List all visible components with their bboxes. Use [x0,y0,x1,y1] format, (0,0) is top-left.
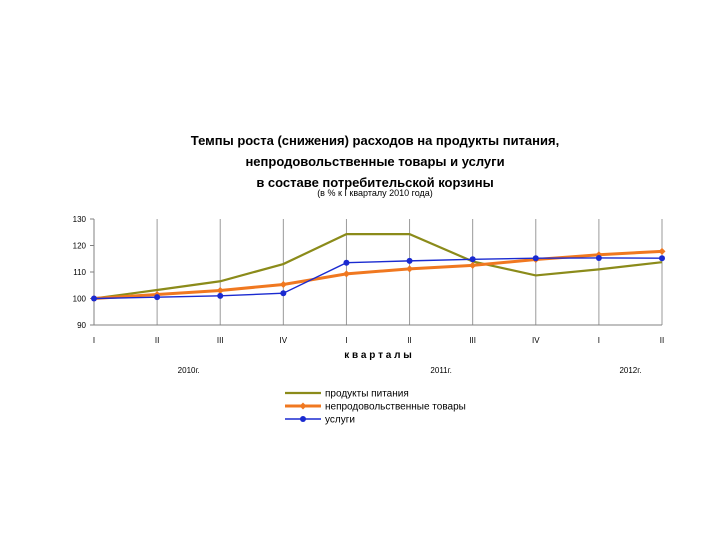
x-tick-label: III [217,336,224,345]
x-tick-label: I [598,336,600,345]
legend-label: продукты питания [325,389,409,400]
x-tick-label: I [345,336,347,345]
series-line [93,249,663,300]
legend-label: услуги [325,415,355,426]
x-tick-label: III [469,336,476,345]
data-point [216,287,224,295]
data-point [154,294,161,301]
x-axis-label: к в а р т а л ы [344,350,412,361]
data-point [343,259,350,266]
chart-title: Темпы роста (снижения) расходов на проду… [120,130,630,193]
data-point [406,257,413,264]
data-point [658,247,666,255]
data-point [280,290,287,297]
chart-subtitle: (в % к I кварталу 2010 года) [317,188,433,198]
data-point [469,261,477,269]
data-point [91,295,97,302]
year-label: 2010г. [178,366,200,375]
x-tick-label: II [660,336,664,345]
data-point [532,255,539,262]
y-tick-label: 100 [73,295,87,304]
chart-title-line: непродовольственные товары и услуги [245,154,505,169]
data-point [659,255,665,262]
data-point [217,292,224,299]
y-tick-label: 120 [73,242,87,251]
legend-marker [299,402,307,410]
year-label: 2011г. [430,366,451,375]
x-tick-label: II [407,336,411,345]
x-tick-label: II [155,336,159,345]
year-label: 2012г. [619,366,641,375]
x-tick-label: IV [532,336,540,345]
series-line [93,257,663,300]
legend-marker [300,416,306,422]
y-tick-label: 90 [77,321,86,330]
chart-title-line: в составе потребительской корзины [256,175,494,190]
data-point [469,256,476,263]
x-tick-label: I [93,336,95,345]
chart-title-line: Темпы роста (снижения) расходов на проду… [190,133,560,148]
data-point [342,270,350,278]
data-point [279,280,287,288]
y-tick-label: 130 [73,215,87,224]
y-tick-label: 110 [73,268,86,277]
series-line [93,233,663,300]
data-point [406,265,414,273]
x-tick-label: IV [280,336,288,345]
legend-label: непродовольственные товары [325,402,466,413]
data-point [595,254,602,261]
